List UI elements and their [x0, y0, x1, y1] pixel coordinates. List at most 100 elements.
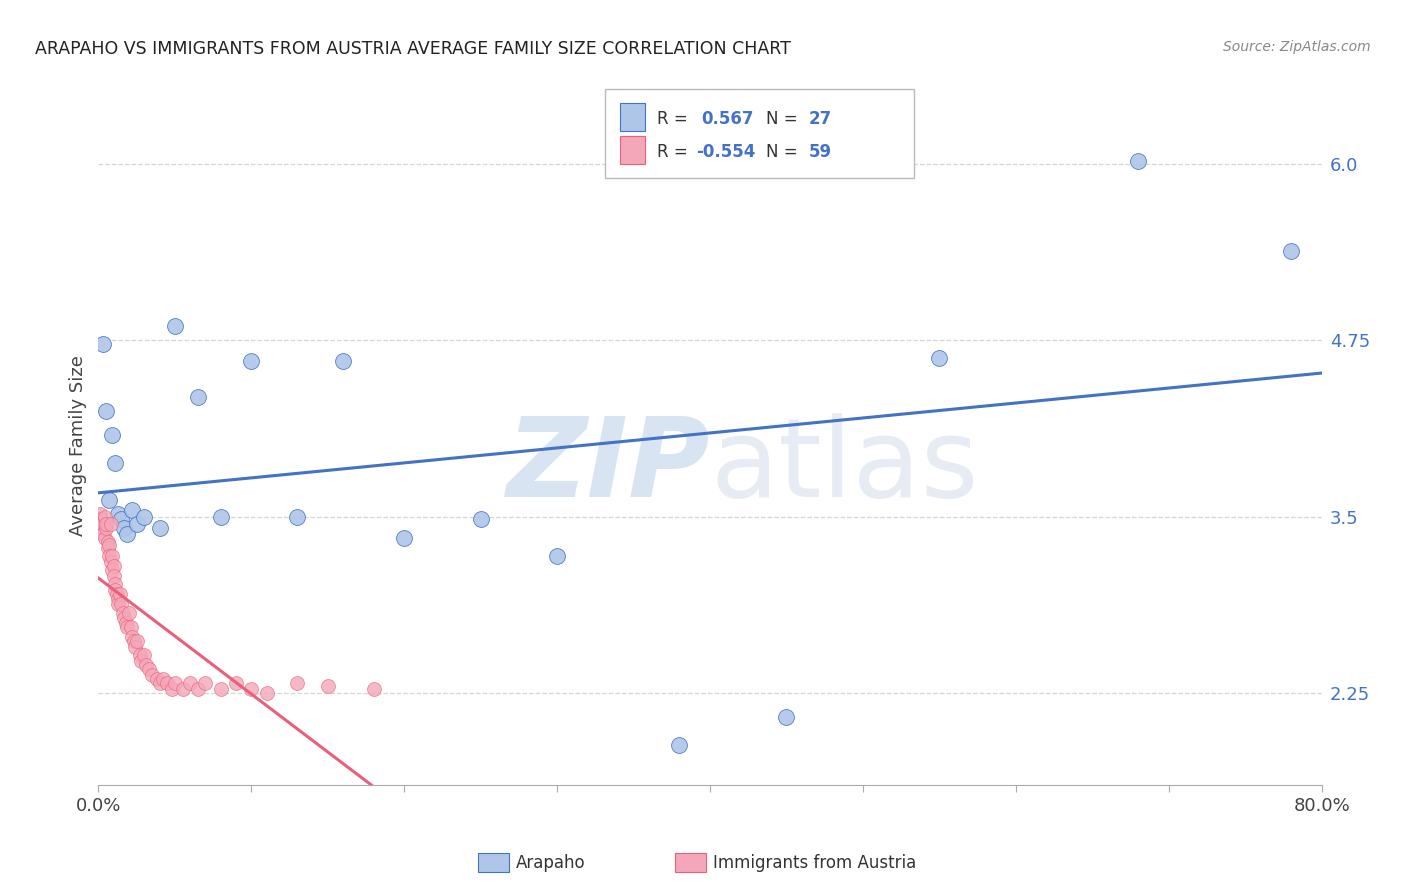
Point: [112, 611, 135, 625]
Text: R =: R =: [657, 110, 693, 128]
Text: -0.554: -0.554: [696, 143, 755, 161]
Point: [104, 456, 127, 470]
Point: [209, 509, 232, 524]
Point: [125, 633, 148, 648]
Text: 59: 59: [808, 143, 831, 161]
Point: [90, 512, 112, 526]
Point: [129, 654, 152, 668]
Text: Source: ZipAtlas.com: Source: ZipAtlas.com: [1223, 40, 1371, 54]
Text: 27: 27: [808, 110, 832, 128]
Point: [107, 507, 129, 521]
Point: [120, 620, 142, 634]
Point: [121, 502, 143, 516]
Text: Arapaho: Arapaho: [516, 854, 586, 871]
Point: [89, 507, 111, 521]
Point: [163, 676, 186, 690]
Text: R =: R =: [657, 143, 693, 161]
Point: [179, 676, 201, 690]
Point: [117, 620, 139, 634]
Point: [101, 563, 124, 577]
Point: [98, 538, 121, 552]
Point: [93, 531, 115, 545]
Point: [332, 354, 354, 368]
Point: [240, 681, 263, 696]
Point: [316, 679, 339, 693]
Point: [1279, 244, 1302, 259]
Point: [125, 516, 148, 531]
Point: [91, 526, 114, 541]
Point: [101, 549, 124, 564]
Point: [285, 509, 308, 524]
Text: 0.567: 0.567: [702, 110, 754, 128]
Text: Immigrants from Austria: Immigrants from Austria: [713, 854, 917, 871]
Point: [187, 681, 209, 696]
Point: [775, 710, 797, 724]
Text: N =: N =: [766, 143, 803, 161]
Point: [668, 739, 690, 753]
Point: [194, 676, 217, 690]
Point: [104, 577, 127, 591]
Point: [1128, 153, 1150, 168]
Text: atlas: atlas: [710, 413, 979, 520]
Point: [285, 676, 308, 690]
Point: [149, 521, 172, 535]
Point: [115, 615, 138, 630]
Point: [117, 526, 139, 541]
Point: [111, 606, 134, 620]
Point: [110, 597, 132, 611]
Point: [100, 516, 122, 531]
Point: [107, 597, 129, 611]
Point: [121, 630, 143, 644]
Point: [134, 648, 156, 662]
Point: [107, 591, 129, 606]
Text: N =: N =: [766, 110, 803, 128]
Point: [108, 587, 131, 601]
Point: [103, 569, 125, 583]
Point: [152, 672, 174, 686]
Point: [94, 516, 117, 531]
Point: [392, 531, 416, 545]
Point: [94, 403, 117, 417]
Point: [225, 676, 247, 690]
Point: [149, 676, 172, 690]
Point: [124, 640, 146, 654]
Point: [94, 521, 117, 535]
Point: [546, 549, 568, 564]
Point: [160, 681, 183, 696]
Point: [145, 672, 167, 686]
Point: [470, 512, 492, 526]
Point: [118, 606, 141, 620]
Point: [141, 667, 163, 682]
Point: [187, 390, 209, 404]
Point: [91, 337, 114, 351]
Point: [110, 512, 132, 526]
Point: [91, 516, 114, 531]
Point: [928, 351, 950, 366]
Point: [138, 662, 160, 676]
Point: [128, 648, 150, 662]
Point: [172, 681, 194, 696]
Point: [97, 541, 120, 555]
Point: [103, 559, 125, 574]
Point: [104, 583, 127, 598]
Point: [122, 633, 145, 648]
Point: [98, 549, 121, 564]
Point: [98, 492, 121, 507]
Point: [101, 427, 124, 442]
Point: [135, 657, 157, 672]
Point: [90, 521, 112, 535]
Point: [93, 509, 115, 524]
Text: ARAPAHO VS IMMIGRANTS FROM AUSTRIA AVERAGE FAMILY SIZE CORRELATION CHART: ARAPAHO VS IMMIGRANTS FROM AUSTRIA AVERA…: [35, 40, 792, 58]
Point: [105, 587, 128, 601]
Point: [240, 354, 263, 368]
Point: [134, 509, 156, 524]
Point: [100, 555, 122, 569]
Point: [97, 535, 120, 549]
Point: [209, 681, 232, 696]
Y-axis label: Average Family Size: Average Family Size: [69, 356, 87, 536]
Point: [112, 521, 135, 535]
Point: [363, 681, 385, 696]
Point: [256, 686, 278, 700]
Text: ZIP: ZIP: [506, 413, 710, 520]
Point: [156, 676, 179, 690]
